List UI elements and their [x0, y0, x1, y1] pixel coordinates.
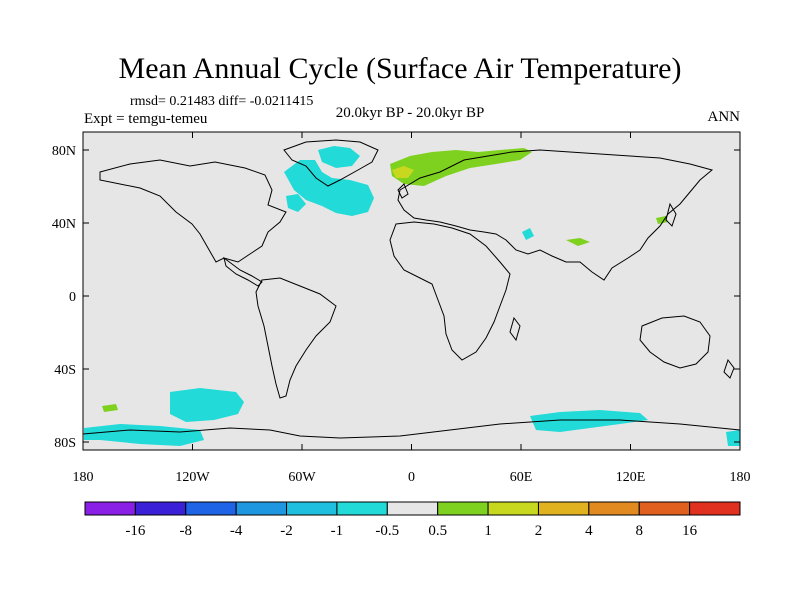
- north-atlantic-cool-patch: [284, 160, 374, 216]
- lon-tick-label: 180: [730, 470, 751, 485]
- lat-tick-label: 40N: [52, 217, 76, 232]
- lat-tick-labels: 80N 40N 0 40S 80S: [52, 144, 76, 451]
- greenland-east-cool-patch: [318, 146, 360, 168]
- season-label: ANN: [707, 109, 741, 125]
- colorbar-box: [487, 501, 539, 516]
- uk-coast: [397, 183, 409, 199]
- lat-tick-label: 0: [69, 290, 76, 305]
- madagascar-coast: [509, 316, 521, 342]
- pacific-warm-patch: [102, 404, 118, 412]
- colorbar-box: [134, 501, 187, 516]
- north-america-coast: [99, 159, 287, 263]
- lon-tick-label: 120W: [175, 470, 210, 485]
- colorbar-box: [537, 501, 590, 516]
- period-label: 20.0kyr BP - 20.0kyr BP: [335, 105, 485, 121]
- colorbar-label: -1: [331, 523, 344, 539]
- lat-tick-label: 80N: [52, 144, 76, 159]
- south-america-coast: [255, 277, 337, 399]
- colorbar-box: [386, 501, 439, 516]
- colorbar-box: [638, 501, 691, 516]
- experiment-label: Expt = temgu-temeu: [84, 111, 208, 127]
- colorbar-box: [84, 501, 136, 516]
- colorbar-label: -4: [230, 523, 243, 539]
- colorbar-label: -2: [280, 523, 293, 539]
- scandinavia-hot-patch: [392, 166, 414, 178]
- lon-tick-labels: 180 120W 60W 0 60E 120E 180: [73, 470, 751, 485]
- central-america-coast: [223, 256, 263, 287]
- lat-tick-label: 80S: [54, 436, 76, 451]
- colorbar-label: 4: [585, 523, 593, 539]
- statistics-label: rmsd= 0.21483 diff= -0.0211415: [130, 94, 314, 109]
- southern-ocean-cool-patch: [170, 388, 244, 422]
- lon-tick-label: 0: [408, 470, 415, 485]
- colorbar-box: [336, 501, 388, 516]
- lon-tick-label: 60E: [510, 470, 533, 485]
- map-title: Mean Annual Cycle (Surface Air Temperatu…: [118, 52, 682, 85]
- colorbar-label: 2: [535, 523, 543, 539]
- antarctic-pacific-cool-patch: [84, 424, 204, 446]
- lon-tick-label: 180: [73, 470, 94, 485]
- eurasia-coast: [397, 149, 714, 281]
- labrador-cool-patch: [286, 194, 306, 212]
- colorbar-label: -0.5: [375, 523, 399, 539]
- colorbar-label: -16: [125, 523, 145, 539]
- antarctic-small-cool-patch: [726, 430, 740, 446]
- siberia-small-cool-patch: [522, 228, 534, 240]
- colorbar-label: -8: [180, 523, 193, 539]
- colorbar-box: [286, 501, 338, 516]
- colorbar-box: [437, 501, 489, 516]
- colorbar-label: 16: [682, 523, 698, 539]
- colorbar-label: 0.5: [428, 523, 447, 539]
- lat-tick-label: 40S: [54, 363, 76, 378]
- colorbar-box: [689, 501, 741, 516]
- cool-anomalies: [84, 146, 740, 446]
- new-zealand-coast: [723, 358, 735, 379]
- africa-coast: [389, 221, 511, 361]
- lon-tick-marks: [82, 132, 741, 450]
- japan-coast: [665, 202, 677, 227]
- central-asia-warm-patch: [566, 238, 590, 246]
- lat-tick-marks: [83, 149, 740, 443]
- colorbar-box: [588, 501, 640, 516]
- colorbar-box: [185, 501, 237, 516]
- greenland-coast: [283, 139, 379, 187]
- lon-tick-label: 120E: [616, 470, 646, 485]
- antarctica-coast: [82, 419, 741, 439]
- colorbar: [84, 501, 741, 516]
- colorbar-labels: -16 -8 -4 -2 -1 -0.5 0.5 1 2 4 8 16: [125, 523, 697, 539]
- lon-tick-label: 60W: [288, 470, 316, 485]
- australia-coast: [639, 315, 711, 369]
- colorbar-label: 8: [635, 523, 643, 539]
- hot-anomalies: [392, 166, 414, 178]
- coastlines: [82, 139, 741, 439]
- colorbar-box: [235, 501, 288, 516]
- antarctic-indian-cool-patch: [530, 410, 648, 432]
- colorbar-label: 1: [484, 523, 492, 539]
